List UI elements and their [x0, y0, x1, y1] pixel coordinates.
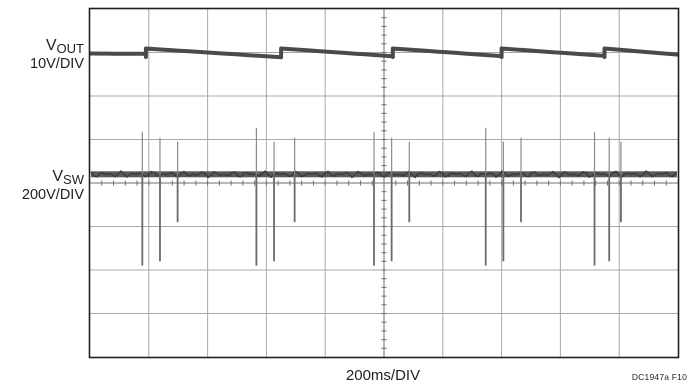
waveform-traces: [90, 46, 679, 266]
trace-label-vsw: VSW 200V/DIV: [22, 169, 84, 203]
graticule-grid: [90, 9, 678, 357]
screen-frame: [88, 7, 680, 359]
trace-name-vout: VOUT: [45, 37, 84, 56]
trace-vsw-noise: [90, 169, 677, 179]
trace-scale-vout: 10V/DIV: [30, 56, 84, 72]
trace-scale-vsw: 200V/DIV: [21, 187, 84, 203]
x-axis-label: 200ms/DIV: [345, 367, 421, 384]
trace-vsw: [91, 171, 677, 178]
trace-label-vout: VOUT 10V/DIV: [30, 38, 84, 72]
figure-id: DC1947a F10: [631, 372, 687, 382]
trace-vout: [90, 46, 679, 60]
trace-name-vsw: VSW: [52, 168, 84, 187]
